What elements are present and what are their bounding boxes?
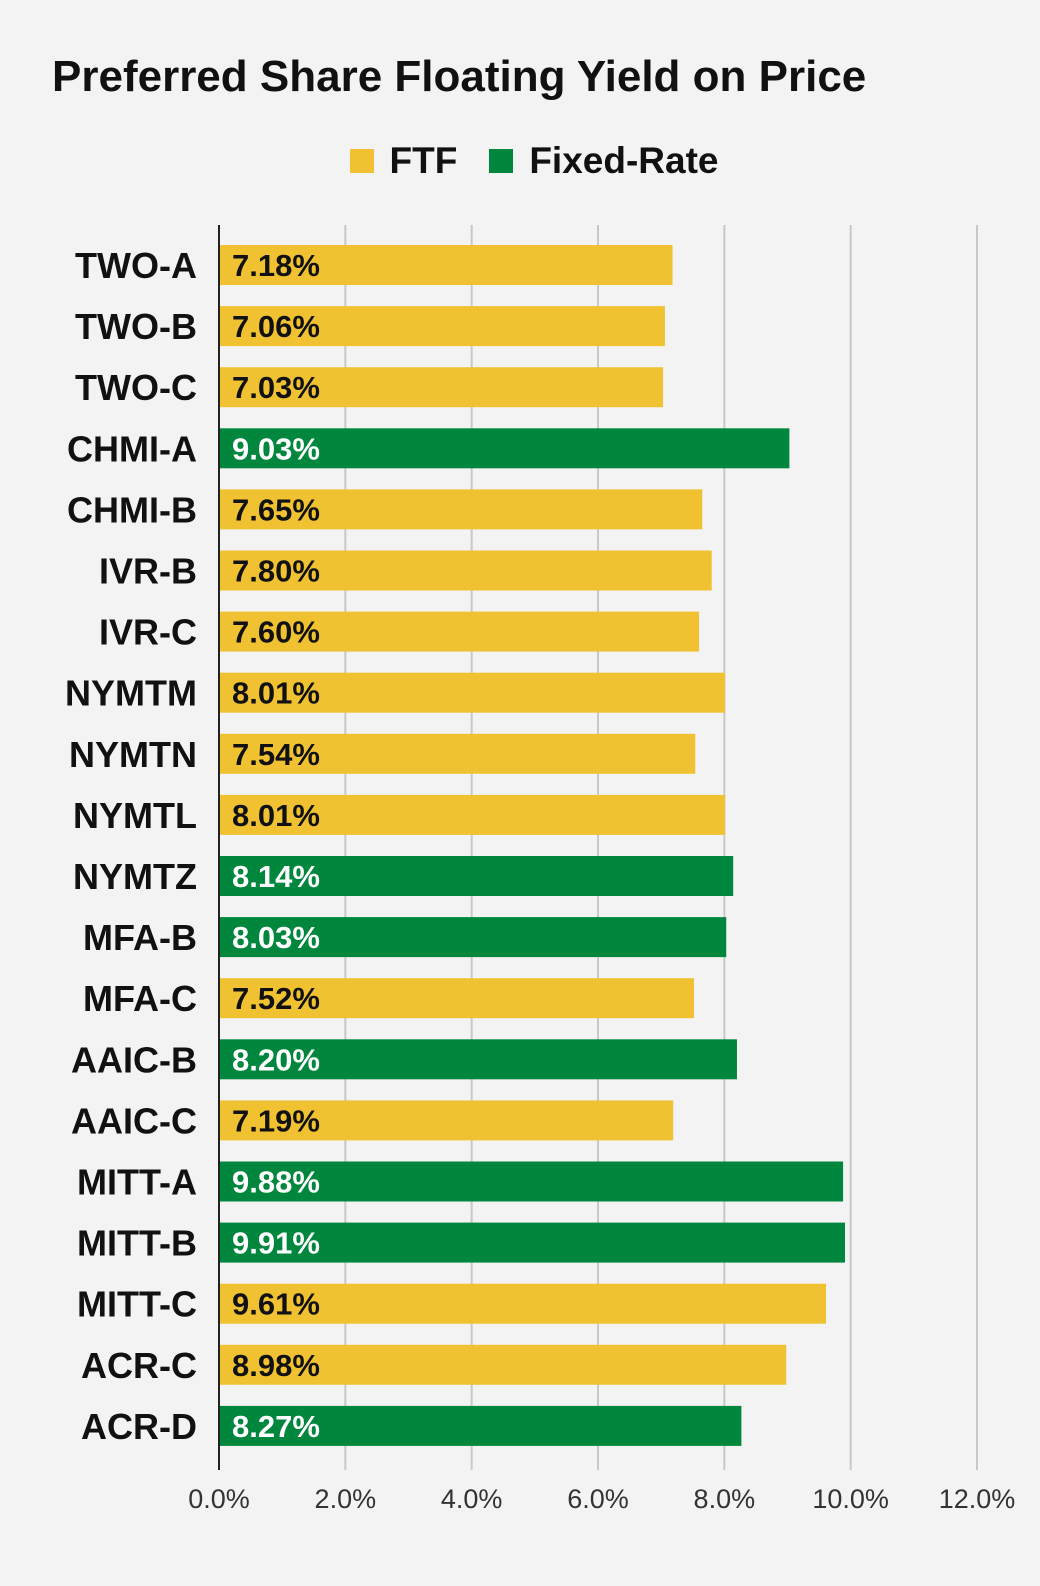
data-label: 8.14% [232,859,320,894]
bar [219,978,695,1019]
x-tick-label: 12.0% [939,1484,1016,1514]
bar [219,1039,737,1080]
bar [219,1100,674,1141]
category-label: IVR-B [99,551,197,592]
category-label: CHMI-B [67,489,197,530]
category-label: NYMTL [73,795,197,836]
data-label: 7.19% [232,1103,320,1138]
data-label: 7.80% [232,554,320,589]
legend-label-fixed-rate: Fixed-Rate [529,140,719,181]
data-label: 7.06% [232,309,320,344]
bar [219,550,712,591]
data-label: 8.03% [232,920,320,955]
category-label: AAIC-B [71,1039,197,1080]
data-label: 7.54% [232,737,320,772]
category-label: ACR-D [81,1406,197,1447]
bar [219,1161,844,1202]
bar [219,917,727,958]
data-label: 7.60% [232,615,320,650]
category-label: IVR-C [99,612,197,653]
legend-label-ftf: FTF [389,140,458,181]
category-label: TWO-B [75,306,197,347]
bar [219,672,725,713]
data-label: 9.88% [232,1165,320,1200]
legend-item-fixed-rate: Fixed-Rate [489,140,718,182]
data-label: 8.01% [232,798,320,833]
legend-swatch-fixed-rate [489,149,514,173]
category-label: MFA-C [83,978,197,1019]
bar [219,611,700,652]
chart-legend: FTF Fixed-Rate [0,140,1040,182]
category-label: MITT-A [77,1162,197,1203]
bar [219,428,790,469]
category-label: CHMI-A [67,428,197,469]
chart-title: Preferred Share Floating Yield on Price [52,52,867,101]
bar [219,856,734,896]
category-label: NYMTN [69,734,197,775]
data-label: 8.98% [232,1348,320,1383]
bar [219,733,696,774]
bar [219,1222,845,1263]
category-label: AAIC-C [71,1100,197,1141]
data-label: 7.65% [232,492,320,527]
x-tick-label: 6.0% [567,1484,629,1514]
data-label: 7.03% [232,370,320,405]
data-label: 9.61% [232,1287,320,1322]
category-label: NYMTZ [73,856,197,897]
data-label: 9.03% [232,431,320,466]
category-label: NYMTM [65,673,197,714]
data-label: 7.52% [232,981,320,1016]
bar [219,794,725,835]
data-label: 8.01% [232,676,320,711]
data-label: 7.18% [232,248,320,283]
data-label: 8.20% [232,1042,320,1077]
x-tick-label: 8.0% [694,1484,756,1514]
data-label: 9.91% [232,1226,320,1261]
legend-swatch-ftf [349,149,374,173]
bar [219,1405,742,1446]
x-tick-label: 0.0% [188,1484,250,1514]
bar [219,1344,787,1385]
x-tick-label: 4.0% [441,1484,503,1514]
bar [219,306,665,347]
bar [219,489,703,530]
bar [219,367,664,408]
category-label: ACR-C [81,1345,197,1386]
bar [219,245,673,285]
category-label: MFA-B [83,917,197,958]
category-label: TWO-A [75,245,197,286]
bar [219,1283,827,1324]
category-label: MITT-B [77,1223,197,1264]
x-tick-label: 2.0% [315,1484,377,1514]
legend-item-ftf: FTF [349,140,458,182]
category-label: TWO-C [75,367,197,408]
category-label: MITT-C [77,1284,197,1325]
data-label: 8.27% [232,1409,320,1444]
x-tick-label: 10.0% [812,1484,889,1514]
